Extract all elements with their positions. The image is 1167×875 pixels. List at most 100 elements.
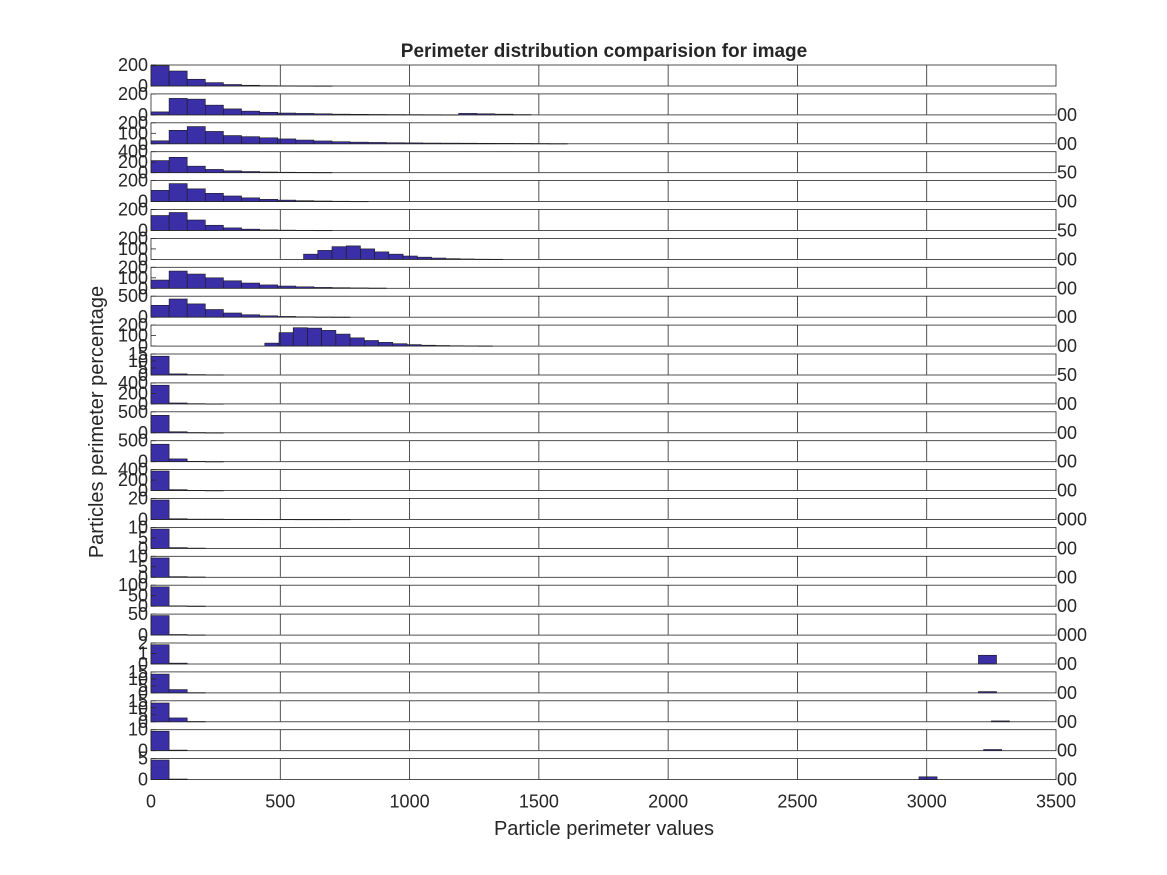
y-tick-label: 0	[138, 221, 148, 241]
histogram-bar	[295, 139, 315, 145]
histogram-bar	[150, 673, 170, 694]
histogram-bar	[168, 689, 188, 694]
y-tick-label: 200	[118, 228, 148, 248]
histogram-bar	[313, 140, 333, 145]
y-tick-label: 0	[138, 192, 148, 212]
histogram-bar	[168, 212, 188, 231]
histogram-bar	[335, 333, 351, 347]
histogram-bar	[241, 282, 260, 289]
histogram-bar	[331, 246, 347, 260]
histogram-bar	[345, 245, 361, 260]
histogram-bar	[978, 654, 997, 665]
y-tick-label: 0	[138, 278, 148, 298]
histogram-bar	[205, 104, 224, 116]
panel-frame	[150, 555, 1057, 578]
histogram-bar	[186, 219, 206, 231]
y-tick-label: 0	[138, 510, 148, 530]
y-tick-label: 0	[138, 249, 148, 269]
histogram-bar	[168, 270, 188, 289]
y-tick-label: 15	[128, 662, 148, 682]
histogram-bar	[223, 135, 242, 145]
histogram-bar	[150, 730, 170, 752]
y-tick-label: 200	[118, 257, 148, 277]
y-tick-label: 0	[138, 105, 148, 125]
y-tick-label: 5	[138, 358, 148, 378]
panel-right-label: 000	[1057, 625, 1087, 645]
y-tick-label: 0	[138, 596, 148, 616]
y-tick-label: 10	[128, 517, 148, 537]
panel-right-label: 00	[1057, 249, 1077, 269]
x-tick-label: 500	[265, 792, 295, 812]
y-tick-label: 100	[118, 326, 148, 346]
y-tick-label: 200	[118, 55, 148, 75]
histogram-bar	[307, 327, 322, 347]
x-axis-label: Particle perimeter values	[494, 818, 714, 840]
panel-right-label: 00	[1057, 712, 1077, 732]
histogram-bar	[259, 284, 279, 289]
histogram-bar	[168, 70, 188, 87]
y-tick-label: 50	[128, 586, 148, 606]
histogram-bar	[205, 193, 224, 202]
x-axis: 0 500 1000 1500 2000 2500 3000 3500	[146, 792, 1076, 812]
panel-right-label: 00	[1057, 770, 1077, 790]
y-tick-label: 5	[138, 528, 148, 548]
histogram-bar	[205, 224, 224, 231]
y-tick-label: 400	[118, 142, 148, 162]
histogram-bar	[205, 309, 224, 318]
histogram-bar	[378, 342, 394, 347]
x-tick-label: 1500	[519, 792, 559, 812]
y-tick-label: 500	[118, 402, 148, 422]
y-tick-label: 15	[128, 691, 148, 711]
y-tick-label: 5	[138, 749, 148, 769]
y-tick-label: 0	[138, 307, 148, 327]
panel-frame	[150, 440, 1057, 463]
histogram-bar	[349, 337, 365, 347]
histogram-bar	[186, 126, 206, 145]
y-tick-label: 0	[138, 625, 148, 645]
histogram-bar	[150, 304, 170, 318]
histogram-bar	[186, 188, 206, 202]
y-axis-label: Particles perimeter percentage	[86, 286, 108, 558]
panel-frame	[150, 93, 1057, 116]
panel-frame	[150, 266, 1057, 289]
x-tick-label: 3000	[907, 792, 947, 812]
histogram-bar	[168, 157, 188, 174]
y-tick-label: 200	[118, 383, 148, 403]
y-tick-label: 200	[118, 171, 148, 191]
histogram-bar	[150, 615, 170, 636]
y-tick-label: 0	[138, 394, 148, 414]
histogram-bar	[150, 279, 170, 289]
histogram-bar	[150, 384, 170, 405]
histogram-bar	[150, 528, 170, 549]
panel-frame	[150, 295, 1057, 318]
y-tick-label: 10	[128, 669, 148, 689]
x-tick-label: 1000	[390, 792, 430, 812]
histogram-bar	[150, 111, 170, 116]
histogram-bar	[150, 470, 170, 491]
y-tick-label: 200	[118, 315, 148, 335]
y-tick-label: 100	[118, 239, 148, 259]
panel-right-label: 00	[1057, 105, 1077, 125]
panel-frame	[150, 353, 1057, 376]
panel-frame	[150, 671, 1057, 694]
x-tick-label: 3500	[1036, 792, 1076, 812]
histogram-bar	[150, 443, 170, 463]
y-tick-label: 200	[118, 113, 148, 133]
panel-right-label: 00	[1057, 452, 1077, 472]
histogram-bar	[150, 557, 170, 578]
panel-right-label: 00	[1057, 567, 1077, 587]
histogram-bar	[303, 253, 319, 260]
y-tick-label: 200	[118, 200, 148, 220]
panel-right-label: 00	[1057, 307, 1077, 327]
